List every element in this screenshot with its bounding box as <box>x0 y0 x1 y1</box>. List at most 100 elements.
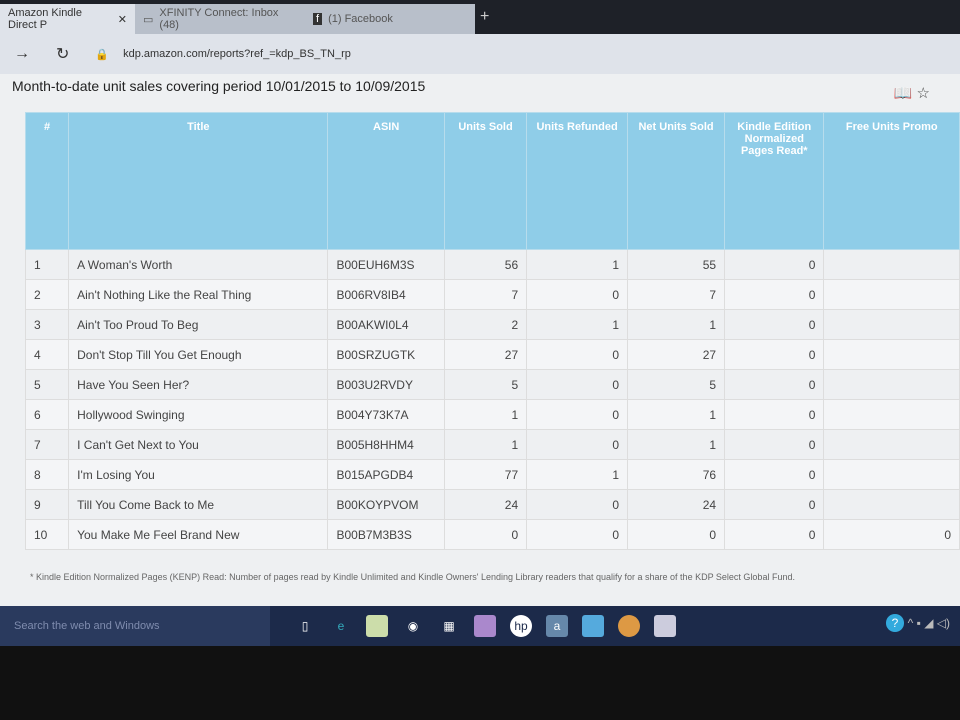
new-tab-button[interactable]: + <box>480 8 490 25</box>
table-cell: 0 <box>724 399 825 430</box>
amazon-icon[interactable]: a <box>546 615 568 637</box>
table-cell: 9 <box>24 489 70 520</box>
table-cell: A Woman's Worth <box>68 249 329 280</box>
table-cell: 1 <box>24 249 70 280</box>
system-tray[interactable]: ? ^ ▪ ◢ ◁) <box>885 614 950 632</box>
table-cell: 0 <box>443 519 528 550</box>
table-cell: 7 <box>443 279 528 310</box>
table-row: 5 Have You Seen Her? B003U2RVDY 5 0 5 0 <box>24 369 960 400</box>
tab-kdp[interactable]: Amazon Kindle Direct P ✕ <box>0 4 135 34</box>
table-cell: I Can't Get Next to You <box>68 429 329 460</box>
table-cell: 0 <box>823 519 960 550</box>
table-cell: B00EUH6M3S <box>327 249 445 280</box>
table-cell <box>823 429 960 460</box>
store-icon[interactable]: ▦ <box>443 619 455 633</box>
table-cell: 27 <box>627 339 726 370</box>
table-cell: B004Y73K7A <box>327 399 445 430</box>
table-cell: 55 <box>627 249 726 280</box>
tab-facebook[interactable]: f (1) Facebook <box>305 4 475 34</box>
table-cell: 5 <box>443 369 528 400</box>
table-cell: 1 <box>526 309 629 340</box>
sales-table: # Title ASIN Units Sold Units Refunded Net Un… <box>24 112 960 550</box>
table-cell: 7 <box>24 429 70 460</box>
table-cell: B00KOYPVOM <box>327 489 445 520</box>
table-cell: 56 <box>443 249 528 280</box>
table-cell: 27 <box>443 339 528 370</box>
webcam-icon[interactable]: ◉ <box>407 619 419 633</box>
table-cell: 0 <box>724 459 825 490</box>
table-row: 10 You Make Me Feel Brand New B00B7M3B3S 0 0… <box>24 519 960 550</box>
column-header[interactable]: Units Sold <box>443 112 528 250</box>
table-cell: 1 <box>627 429 726 460</box>
reading-view-icon[interactable]: 📖 <box>893 85 913 102</box>
help-icon[interactable]: ? <box>885 614 905 632</box>
table-cell: 1 <box>526 249 629 280</box>
favorite-star-icon[interactable]: ☆ <box>916 85 930 102</box>
app-icon[interactable] <box>654 615 676 637</box>
column-header[interactable]: ASIN <box>327 112 445 250</box>
table-cell <box>823 339 960 370</box>
table-cell: 0 <box>724 309 825 340</box>
table-cell: 0 <box>526 429 629 460</box>
column-header[interactable]: Kindle Edition Normalized Pages Read* <box>724 112 825 250</box>
table-cell: 1 <box>627 309 726 340</box>
close-icon[interactable]: ✕ <box>117 13 127 26</box>
lock-icon: 🔒 <box>95 48 110 61</box>
table-row: 8 I'm Losing You B015APGDB4 77 1 76 0 <box>24 459 960 490</box>
table-cell: 0 <box>526 399 629 430</box>
taskbar: Search the web and Windows ▯ e ◉ ▦ hp a … <box>0 606 960 646</box>
photos-icon[interactable] <box>474 615 496 637</box>
forward-icon[interactable]: → <box>14 45 30 62</box>
url-field[interactable]: kdp.amazon.com/reports?ref_=kdp_BS_TN_rp <box>123 48 351 60</box>
table-cell <box>823 369 960 400</box>
taskbar-search[interactable]: Search the web and Windows <box>0 606 270 646</box>
table-cell: 3 <box>24 309 70 340</box>
file-explorer-icon[interactable] <box>366 615 388 637</box>
table-cell: 1 <box>627 399 726 430</box>
table-cell: 0 <box>724 489 825 520</box>
table-cell: 5 <box>24 369 70 400</box>
table-cell: B005H8HHM4 <box>327 429 445 460</box>
table-cell: B003U2RVDY <box>327 369 445 400</box>
table-cell: Ain't Too Proud To Beg <box>68 309 329 340</box>
footnote: * Kindle Edition Normalized Pages (KENP)… <box>30 572 795 582</box>
column-header[interactable]: Title <box>68 112 329 250</box>
tab-label: (1) Facebook <box>328 13 393 25</box>
table-cell: Till You Come Back to Me <box>68 489 329 520</box>
table-cell: 76 <box>627 459 726 490</box>
table-cell: 2 <box>443 309 528 340</box>
column-header[interactable]: Net Units Sold <box>627 112 726 250</box>
table-cell: B00SRZUGTK <box>327 339 445 370</box>
toolbar-icons: 📖 ☆ <box>894 84 930 102</box>
table-cell: 10 <box>24 519 70 550</box>
table-cell: 7 <box>627 279 726 310</box>
column-header[interactable]: # <box>24 112 70 250</box>
table-cell <box>823 279 960 310</box>
table-cell: 77 <box>443 459 528 490</box>
table-cell: 5 <box>627 369 726 400</box>
hp-icon[interactable]: hp <box>510 615 532 637</box>
window-icon: ▭ <box>143 13 154 26</box>
table-cell: Hollywood Swinging <box>68 399 329 430</box>
table-cell <box>823 249 960 280</box>
tab-label: Amazon Kindle Direct P <box>8 7 82 31</box>
table-cell: 1 <box>526 459 629 490</box>
column-header[interactable]: Units Refunded <box>526 112 629 250</box>
table-cell: 0 <box>724 279 825 310</box>
column-header[interactable]: Free Units Promo <box>823 112 960 250</box>
chrome-icon[interactable] <box>618 615 640 637</box>
tab-xfinity[interactable]: ▭ XFINITY Connect: Inbox (48) <box>135 4 305 34</box>
edge-icon[interactable]: e <box>337 619 345 633</box>
table-cell: 24 <box>443 489 528 520</box>
weather-icon[interactable] <box>582 615 604 637</box>
task-view-icon[interactable]: ▯ <box>301 619 309 633</box>
table-row: 4 Don't Stop Till You Get Enough B00SRZUGT… <box>24 339 960 370</box>
table-cell: 0 <box>724 369 825 400</box>
tab-label: XFINITY Connect: Inbox (48) <box>159 7 279 31</box>
table-cell: 0 <box>526 489 629 520</box>
table-row: 2 Ain't Nothing Like the Real Thing B006RV… <box>24 279 960 310</box>
refresh-icon[interactable]: ↻ <box>56 46 70 63</box>
table-cell: B015APGDB4 <box>327 459 445 490</box>
